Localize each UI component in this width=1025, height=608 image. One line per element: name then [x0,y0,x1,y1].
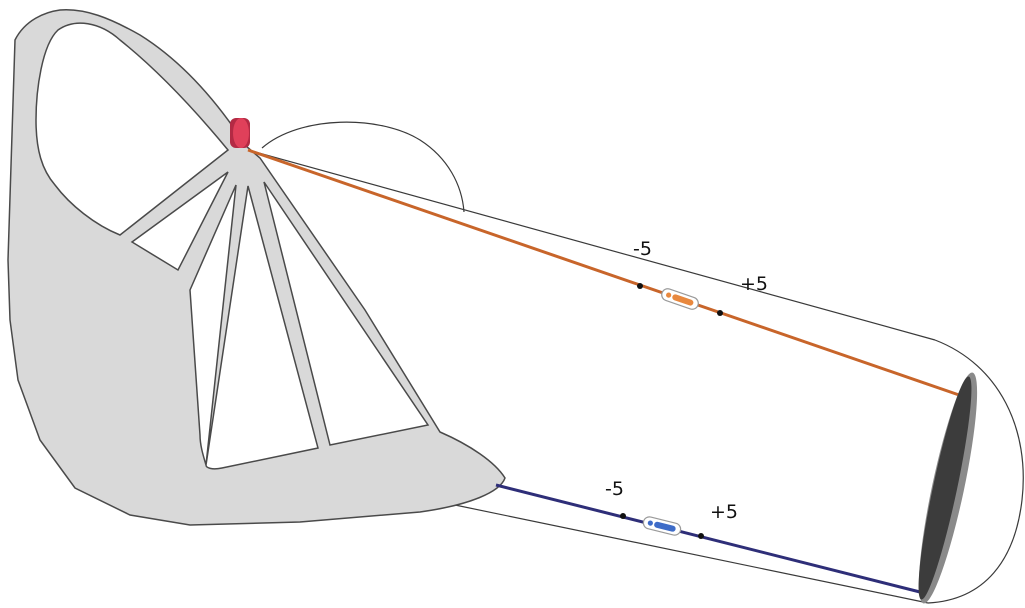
envelope-bottom-edge [454,504,929,604]
lower-slider[interactable] [642,516,682,537]
envelope-top-edge [247,149,936,341]
upper-arc-outline [261,121,465,213]
lower-plus-dot [698,533,704,539]
lower-track-line [495,483,921,594]
lower-slider-knob [647,520,653,526]
upper-plus-dot [717,310,723,316]
lower-minus-dot [620,513,626,519]
lower-slider-bar [654,521,676,532]
upper-track-line [247,148,963,398]
lower-plus-label: +5 [710,501,738,523]
end-disc [918,376,972,600]
upper-plus-label: +5 [740,273,768,295]
upper-slider-bar [672,294,694,306]
sensor-face [233,118,249,148]
upper-slider[interactable] [660,287,700,311]
upper-slider-knob [666,292,672,298]
upper-minus-label: -5 [633,238,652,260]
envelope-right-cap [927,339,1024,604]
upper-minus-dot [637,283,643,289]
frame-body [7,9,506,526]
sensor-cylinder [230,118,250,148]
lower-minus-label: -5 [605,478,624,500]
